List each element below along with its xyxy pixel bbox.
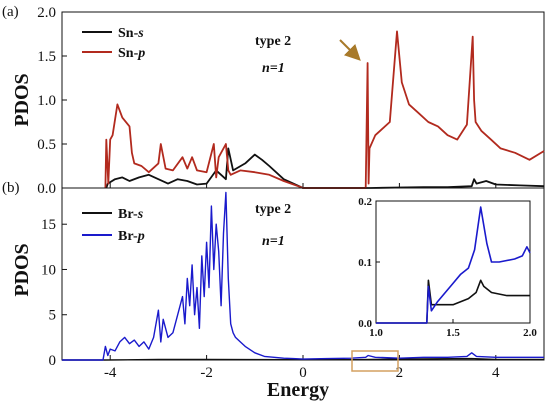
panel-b-legend: Br-s Br-p — [82, 207, 145, 244]
panel-b-series — [62, 191, 544, 361]
legend-sn-p-label: Sn-p — [118, 46, 145, 61]
panel-b-n-label: n=1 — [262, 234, 285, 249]
series-line-sn-s — [105, 147, 545, 189]
inset-x-tick-label: 1.5 — [446, 327, 460, 339]
legend-br-s-label: Br-s — [118, 207, 144, 222]
series-line-br-p — [62, 191, 544, 361]
inset-series — [376, 206, 531, 324]
inset-x-tick-label: 2.0 — [523, 327, 537, 339]
panel-a-y-axis: 0.0 0.5 1.0 1.5 2.0 — [37, 5, 67, 197]
panel-a-type-label: type 2 — [255, 34, 291, 49]
y-tick-label: 0.0 — [37, 181, 56, 197]
inset-series-line-br-s — [376, 279, 530, 324]
y-tick-label: 15 — [41, 217, 56, 233]
panel-b-label: (b) — [2, 180, 20, 196]
panel-b-x-axis: -4 -2 0 2 4 — [104, 355, 500, 381]
panel-b-ylabel: PDOS — [11, 243, 33, 296]
legend-br-p-label: Br-p — [118, 229, 145, 244]
y-tick-label: 1.0 — [37, 93, 56, 109]
x-tick-label: -4 — [104, 365, 117, 381]
y-tick-label: 1.5 — [37, 49, 56, 65]
panel-b: (b) 0 5 10 15 -4 -2 0 2 4 PDOS Energy type 2 n=… — [2, 180, 545, 401]
panel-a-ylabel: PDOS — [11, 73, 33, 126]
y-tick-label: 10 — [41, 262, 56, 278]
inset-axes: 0.0 0.1 0.2 1.0 1.5 2.0 — [358, 196, 537, 339]
inset-y-tick-label: 0.1 — [358, 257, 372, 269]
series-line-br-s — [62, 357, 544, 361]
arrow-annotation — [339, 39, 361, 61]
inset-x-tick-label: 1.0 — [369, 327, 383, 339]
panel-a-n-label: n=1 — [262, 61, 285, 76]
y-tick-label: 2.0 — [37, 5, 56, 21]
y-tick-label: 0 — [49, 353, 57, 369]
inset-chart: 0.0 0.1 0.2 1.0 1.5 2.0 — [358, 196, 537, 339]
panel-a: (a) 0.0 0.5 1.0 1.5 2.0 PDOS type 2 n=1 Sn-s… — [2, 4, 545, 197]
inset-series-line-br-p — [376, 206, 531, 324]
x-tick-label: 2 — [396, 365, 404, 381]
inset-y-tick-label: 0.0 — [358, 318, 372, 330]
series-line-sn-p — [104, 30, 545, 189]
panel-b-type-label: type 2 — [255, 202, 291, 217]
x-tick-label: 0 — [299, 365, 307, 381]
x-axis-title: Energy — [267, 379, 329, 401]
panel-a-series — [104, 30, 545, 189]
x-tick-label: 4 — [492, 365, 500, 381]
panel-a-label: (a) — [2, 4, 19, 20]
x-tick-label: -2 — [200, 365, 213, 381]
panel-b-y-axis: 0 5 10 15 — [41, 217, 67, 369]
legend-sn-s-label: Sn-s — [118, 26, 144, 41]
zoom-region-box — [351, 350, 399, 372]
y-tick-label: 5 — [49, 308, 57, 324]
inset-frame — [375, 200, 531, 324]
inset-y-tick-label: 0.2 — [358, 196, 372, 208]
panel-a-legend: Sn-s Sn-p — [82, 26, 145, 61]
y-tick-label: 0.5 — [37, 137, 56, 153]
